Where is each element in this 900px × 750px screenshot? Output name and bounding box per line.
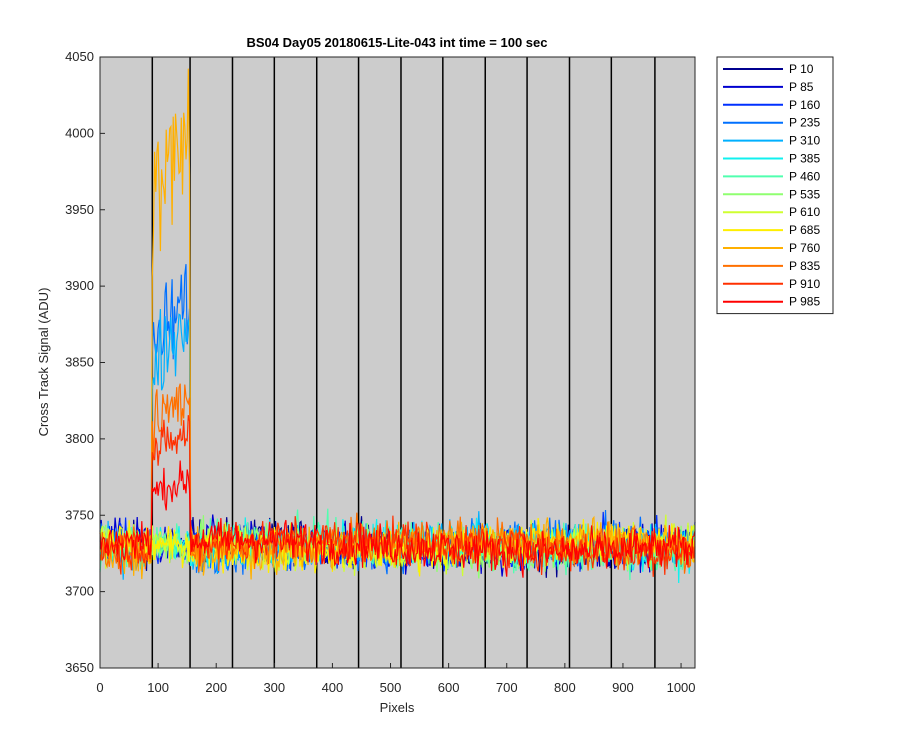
legend-label: P 535 [789,187,820,201]
legend-box [716,56,834,315]
chart-title: BS04 Day05 20180615-Lite-043 int time = … [247,35,548,50]
legend-label: P 985 [789,295,820,309]
x-tick-label: 500 [380,680,402,695]
x-tick-label: 300 [263,680,285,695]
legend-label: P 760 [789,241,820,255]
y-tick-label: 3650 [65,660,94,675]
legend-label: P 310 [789,134,820,148]
x-tick-label: 600 [438,680,460,695]
y-axis: 3650 3700 3750 3800 3850 3900 3950 4000 4050 [65,49,105,675]
y-tick-label: 3850 [65,355,94,370]
legend-label: P 10 [789,62,814,76]
x-axis-label: Pixels [380,700,415,715]
legend-label: P 235 [789,116,820,130]
x-tick-label: 900 [612,680,634,695]
x-axis: 0 100 200 300 400 500 600 700 800 900 1000 [96,663,696,695]
y-tick-label: 4000 [65,125,94,140]
legend-label: P 910 [789,277,820,291]
y-tick-label: 3800 [65,431,94,446]
x-tick-label: 100 [147,680,169,695]
x-tick-label: 400 [322,680,344,695]
y-tick-label: 3700 [65,584,94,599]
y-tick-label: 3900 [65,278,94,293]
x-tick-label: 800 [554,680,576,695]
legend-label: P 685 [789,223,820,237]
y-tick-label: 3950 [65,202,94,217]
legend-label: P 460 [789,169,820,183]
y-axis-label: Cross Track Signal (ADU) [36,288,51,437]
legend-label: P 835 [789,259,820,273]
legend-label: P 610 [789,205,820,219]
y-tick-label: 3750 [65,507,94,522]
legend-label: P 160 [789,98,820,112]
legend: P 10 P 85 P 160 P 235 P 310 P 385 P 460 P 535 P … [716,56,834,315]
y-tick-label: 4050 [65,49,94,64]
separator-group [151,57,656,668]
legend-label: P 385 [789,152,820,166]
series-line-p835 [99,383,696,574]
x-tick-label: 1000 [667,680,696,695]
x-tick-label: 200 [205,680,227,695]
x-tick-label: 0 [96,680,103,695]
series-group [99,68,696,584]
legend-label: P 85 [789,80,814,94]
x-tick-label: 700 [496,680,518,695]
series-line-p985 [99,460,696,578]
